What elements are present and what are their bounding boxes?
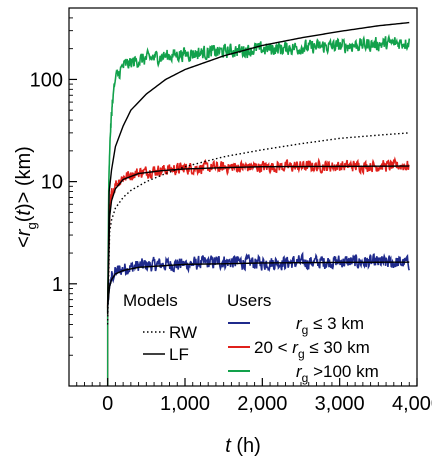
svg-text:<rg(t)> (km): <rg(t)> (km) [13,146,39,248]
legend-label-user-2: rg >100 km [296,362,379,385]
legend-label-user-0: rg ≤ 3 km [296,314,364,337]
series-line-4 [106,251,411,307]
x-tick-label: 4,000 [392,393,432,415]
legend-models-title: Models [123,291,178,310]
legend-label-rw: RW [169,323,197,342]
series-line-2 [106,165,410,307]
series-line-3 [106,261,410,307]
plot-frame [68,7,418,387]
x-axis-title: t (h) [225,435,261,457]
series-line-5 [106,156,410,308]
series-line-6 [106,33,411,313]
series-line-1 [106,21,410,315]
series-line-0 [106,132,410,325]
y-tick-label: 10 [41,172,63,194]
y-tick-label: 1 [52,274,63,296]
x-tick-label: 0 [102,393,113,415]
x-tick-label: 1,000 [160,393,210,415]
y-axis-title: <rg(t)> (km) [13,146,39,248]
legend-users-title: Users [227,291,271,310]
x-axis-title-unit: (h) [231,435,261,457]
legend-label-lf: LF [169,345,189,364]
x-tick-label: 2,000 [237,393,287,415]
x-axis-title-main: t [225,435,232,457]
x-tick-label: 3,000 [315,393,365,415]
y-tick-label: 100 [30,69,63,91]
legend-label-user-1: 20 < rg ≤ 30 km [254,338,370,361]
